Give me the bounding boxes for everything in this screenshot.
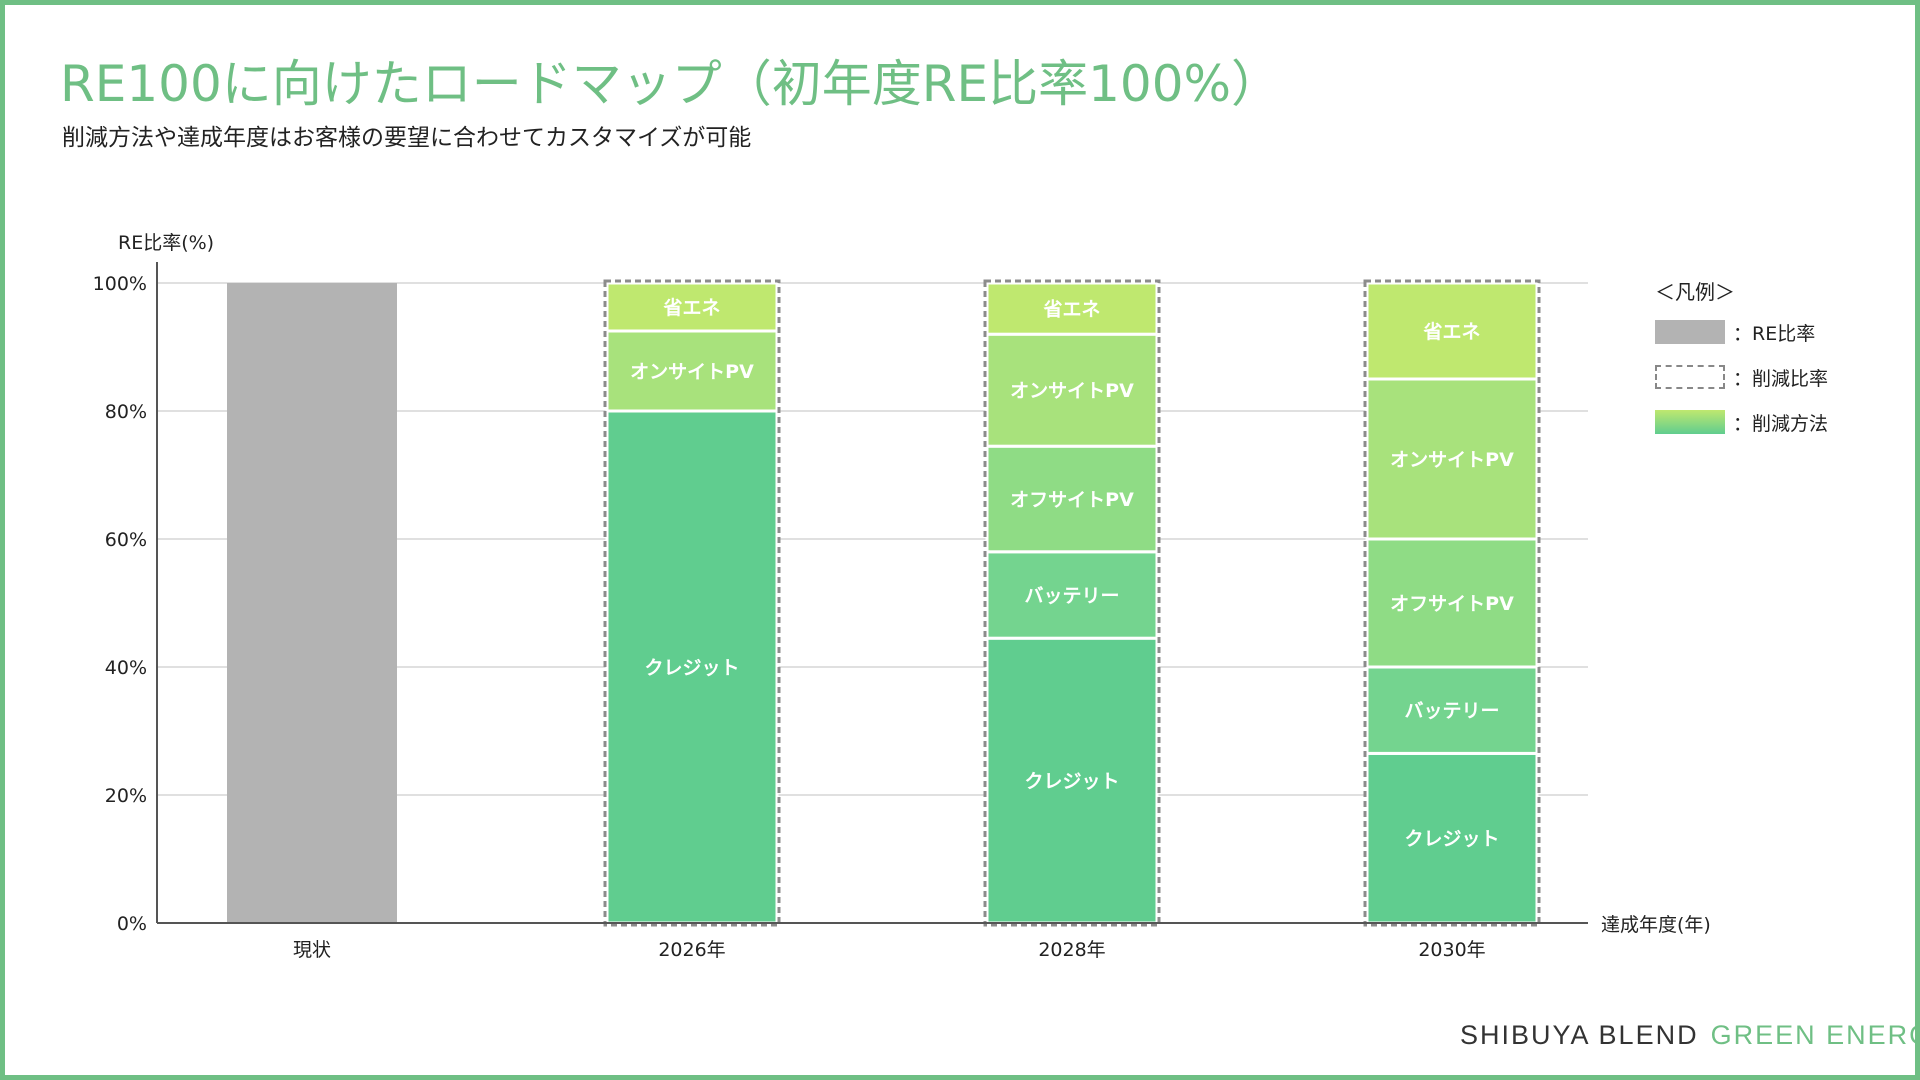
y-tick-label: 20% [105,785,147,807]
bar-segment [985,550,1159,640]
axes: 0% 20% 40% 60% 80% 100% 現状 2026年 2028年 2030年 [93,262,1588,961]
y-tick-label: 0% [117,913,147,935]
legend-item-reduction-method: ：削減方法 [1655,409,1828,435]
segment-label: オフサイトPV [1390,593,1514,615]
brand-logo: SHIBUYA BLEND GREEN ENERGY [1460,1006,1920,1064]
segment-label: 省エネ [662,297,720,319]
bar-segment [1365,537,1539,669]
x-tick-label: 2026年 [658,939,725,961]
bar-segment [985,332,1159,448]
bars: クレジットオンサイトPV省エネクレジットバッテリーオフサイトPVオンサイトPV省… [227,279,1541,927]
brand-name: SHIBUYA BLEND [1460,1019,1699,1050]
reduction-outline [1363,279,1541,927]
bar-segment [1365,751,1539,925]
bar-segment [605,281,779,333]
segment-label: オンサイトPV [630,361,754,383]
bar-segment [1365,665,1539,755]
y-tick-label: 40% [105,657,147,679]
x-tick-label: 2030年 [1418,939,1485,961]
y-axis-title: RE比率(%) [118,232,214,254]
legend-label: ：削減方法 [1733,412,1829,435]
x-tick-label: 2028年 [1038,939,1105,961]
y-tick-label: 100% [93,273,147,295]
bar-segment [605,409,779,925]
x-axis-title: 達成年度(年) [1601,914,1711,936]
y-tick-label: 60% [105,529,147,551]
page-subtitle: 削減方法や達成年度はお客様の要望に合わせてカスタマイズが可能 [62,125,752,151]
y-tick-label: 80% [105,401,147,423]
legend: ＜凡例＞ ：RE比率 ：削減比率 ：削減方法 [1655,276,1828,454]
legend-label: ：RE比率 [1733,322,1816,345]
segment-label: オンサイトPV [1390,449,1514,471]
reduction-outline [603,279,781,927]
reduction-outline [983,279,1161,927]
bar-segment [605,329,779,413]
legend-label: ：削減比率 [1733,367,1829,390]
legend-item-re-ratio: ：RE比率 [1655,319,1828,345]
segment-label: オフサイトPV [1010,489,1134,511]
legend-item-reduction-ratio: ：削減比率 [1655,364,1828,390]
legend-swatch-reduction-ratio [1655,365,1725,389]
legend-swatch-re-ratio [1655,320,1725,344]
segment-label: クレジット [1404,828,1499,850]
legend-swatch-reduction-method [1655,410,1725,434]
brand-tagline: GREEN ENERGY [1710,1019,1920,1050]
bar-segment [1365,377,1539,541]
bar-segment [1365,281,1539,381]
segment-label: バッテリー [1024,585,1119,607]
x-tick-label: 現状 [293,939,331,961]
legend-title: ＜凡例＞ [1655,280,1735,304]
bar-segment [985,281,1159,336]
bar-segment [227,283,397,923]
segment-label: 省エネ [1422,321,1480,343]
segment-label: オンサイトPV [1010,380,1134,402]
segment-label: クレジット [1024,771,1119,793]
segment-label: バッテリー [1404,700,1499,722]
segment-label: 省エネ [1042,299,1100,321]
page-title: RE100に向けたロードマップ（初年度RE比率100%） [60,55,1282,113]
segment-label: クレジット [644,657,739,679]
